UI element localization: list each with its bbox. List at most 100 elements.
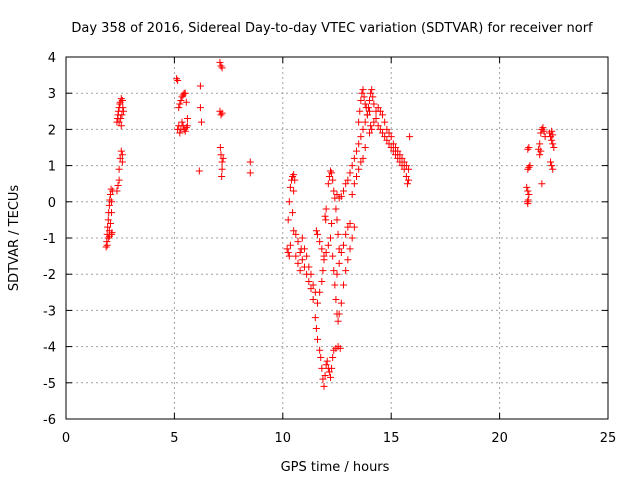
y-axis-label: SDTVAR / TECUs bbox=[7, 185, 22, 292]
data-point bbox=[294, 259, 302, 267]
data-point bbox=[290, 171, 298, 179]
data-point bbox=[332, 296, 340, 304]
data-point bbox=[325, 368, 333, 376]
data-point bbox=[357, 133, 365, 141]
data-point bbox=[285, 198, 293, 206]
data-point bbox=[363, 111, 371, 119]
data-point bbox=[217, 62, 225, 70]
data-point bbox=[289, 209, 297, 217]
data-point bbox=[538, 180, 546, 188]
x-axis-label: GPS time / hours bbox=[281, 460, 390, 475]
data-point bbox=[337, 192, 345, 200]
y-tick-label: -2 bbox=[43, 268, 56, 283]
data-point bbox=[313, 335, 321, 343]
data-point bbox=[290, 187, 298, 195]
data-point bbox=[374, 104, 382, 112]
data-point bbox=[178, 93, 186, 101]
data-point bbox=[364, 104, 372, 112]
data-point bbox=[219, 154, 227, 162]
data-point bbox=[329, 176, 337, 184]
data-point bbox=[307, 270, 315, 278]
x-tick-label: 5 bbox=[170, 431, 178, 446]
x-tick-label: 10 bbox=[275, 431, 292, 446]
y-tick-label: -1 bbox=[43, 232, 56, 247]
data-point bbox=[355, 140, 363, 148]
data-point bbox=[359, 125, 367, 133]
data-point bbox=[307, 285, 315, 293]
data-point bbox=[394, 147, 402, 155]
data-point bbox=[329, 252, 337, 260]
data-point bbox=[366, 129, 374, 137]
data-point bbox=[335, 259, 343, 267]
y-tick-label: -4 bbox=[43, 341, 56, 356]
data-point bbox=[400, 158, 408, 166]
data-point bbox=[524, 145, 532, 153]
data-point bbox=[103, 241, 111, 249]
data-point bbox=[104, 223, 112, 231]
data-point bbox=[300, 245, 308, 253]
data-point bbox=[374, 122, 382, 130]
x-tick-label: 15 bbox=[383, 431, 400, 446]
data-point bbox=[539, 124, 547, 132]
data-point bbox=[524, 187, 532, 195]
data-point bbox=[318, 245, 326, 253]
data-point bbox=[284, 248, 292, 256]
data-point bbox=[550, 144, 558, 151]
data-point bbox=[368, 86, 376, 94]
data-point bbox=[292, 252, 300, 260]
data-point bbox=[524, 165, 532, 173]
data-point bbox=[355, 118, 363, 126]
y-tick-label: -3 bbox=[43, 304, 56, 319]
data-point bbox=[177, 96, 185, 104]
data-point bbox=[182, 98, 190, 106]
data-point bbox=[340, 281, 348, 289]
data-point bbox=[366, 107, 374, 115]
data-point bbox=[246, 158, 254, 166]
data-point bbox=[107, 185, 115, 193]
data-point bbox=[376, 107, 384, 115]
data-point bbox=[344, 223, 352, 231]
data-point bbox=[217, 151, 225, 159]
data-point bbox=[174, 77, 182, 85]
data-point bbox=[549, 165, 557, 173]
data-point bbox=[348, 234, 356, 242]
y-tick-label: 0 bbox=[48, 196, 56, 211]
data-point bbox=[311, 314, 319, 322]
data-point bbox=[324, 241, 332, 249]
data-point bbox=[115, 176, 123, 184]
data-point bbox=[344, 176, 352, 184]
data-point bbox=[406, 133, 414, 141]
data-point bbox=[218, 109, 226, 117]
y-tick-label: 1 bbox=[48, 160, 56, 175]
data-point bbox=[321, 212, 329, 220]
data-point bbox=[117, 147, 125, 155]
data-point bbox=[350, 223, 358, 231]
data-point bbox=[330, 267, 338, 275]
data-point bbox=[360, 93, 368, 101]
data-point bbox=[216, 144, 224, 151]
data-point bbox=[398, 154, 406, 162]
data-point bbox=[328, 364, 336, 372]
data-point bbox=[549, 131, 557, 139]
data-point bbox=[361, 100, 369, 108]
data-point bbox=[549, 140, 557, 148]
data-point bbox=[387, 133, 395, 141]
data-point bbox=[322, 248, 330, 256]
data-point bbox=[342, 180, 350, 188]
data-point bbox=[337, 248, 345, 256]
data-point bbox=[305, 263, 313, 271]
data-point bbox=[379, 129, 387, 137]
data-point bbox=[366, 96, 374, 104]
data-point bbox=[176, 129, 184, 137]
y-axis-ticks: -6 -5 -4 -3 -2 -1 0 1 2 3 4 bbox=[43, 51, 608, 428]
data-point bbox=[115, 165, 123, 173]
data-point bbox=[173, 75, 181, 83]
data-point bbox=[335, 310, 343, 318]
data-point bbox=[359, 86, 367, 94]
data-point bbox=[218, 172, 226, 180]
data-point bbox=[316, 288, 324, 296]
data-point bbox=[108, 209, 116, 217]
data-point bbox=[316, 346, 324, 354]
data-point bbox=[537, 147, 545, 155]
data-point bbox=[340, 241, 348, 249]
